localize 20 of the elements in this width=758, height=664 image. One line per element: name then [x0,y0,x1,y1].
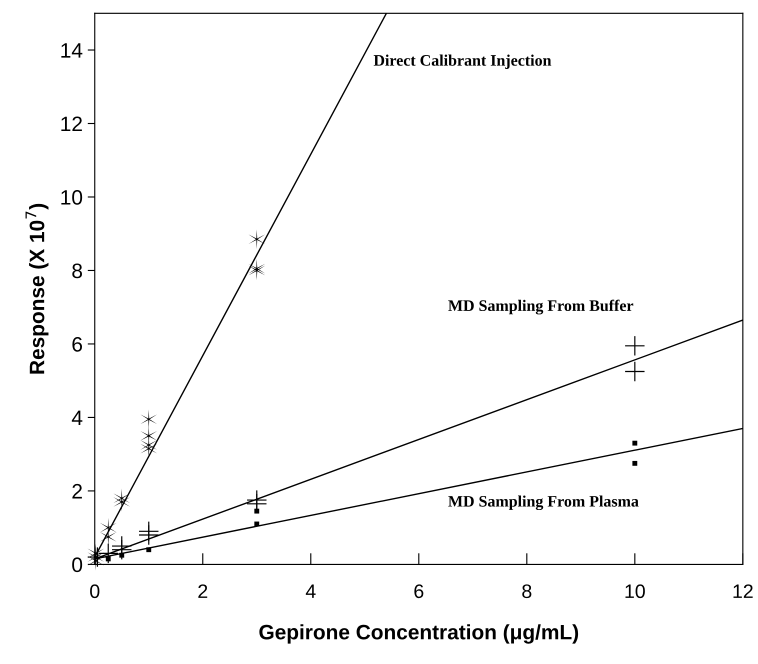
y-tick-label: 2 [72,484,82,498]
x-tick-label: 8 [522,584,532,598]
x-tick-label: 4 [306,584,316,598]
x-tick-label: 6 [414,584,424,598]
x-tick-label: 2 [198,584,208,598]
y-tick-label: 14 [61,43,82,58]
x-tick-label: 0 [90,584,100,598]
y-tick-label: 4 [72,410,82,425]
annotation: MD Sampling From Plasma [448,495,639,510]
annotation: Direct Calibrant Injection [374,54,552,70]
y-tick-label: 8 [72,263,82,278]
y-tick-label: 10 [61,190,82,205]
y-tick-label: 6 [72,336,82,352]
x-tick-label: 12 [734,584,753,598]
y-tick-label: 0 [72,557,82,572]
x-axis-title: Gepirone Concentration (μg/mL) [259,624,578,644]
annotation: MD Sampling From Buffer [448,300,634,314]
y-axis-title: Response (X 10$^{7}$) [26,204,48,374]
y-tick-label: 12 [61,116,82,132]
x-tick-label: 10 [625,584,645,598]
